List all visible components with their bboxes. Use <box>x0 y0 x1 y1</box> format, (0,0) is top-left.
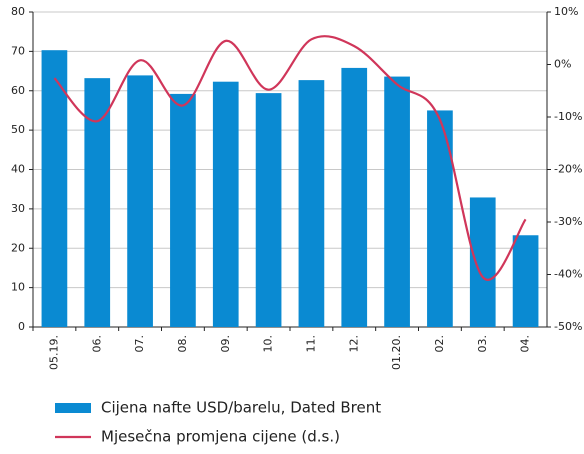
bar <box>427 110 453 327</box>
bar <box>384 76 410 327</box>
y-tick-label: 60 <box>11 84 25 97</box>
x-tick-label: 08. <box>176 335 189 353</box>
bar <box>512 235 539 327</box>
y2-tick-label: -50% <box>554 320 582 333</box>
bar <box>170 93 196 328</box>
bar <box>212 81 239 327</box>
y2-tick-label: -20% <box>554 163 582 176</box>
bar <box>469 197 496 327</box>
legend-label: Mjesečna promjena cijene (d.s.) <box>101 428 340 446</box>
x-tick-label: 09. <box>219 335 232 353</box>
bar <box>84 78 111 328</box>
y-tick-label: 70 <box>11 44 25 57</box>
bar <box>341 67 368 327</box>
bar <box>255 93 282 327</box>
y-tick-label: 50 <box>11 123 25 136</box>
line <box>53 35 527 281</box>
y2-tick-label: 10% <box>554 5 578 18</box>
legend: Cijena nafte USD/barelu, Dated Brent Mjes… <box>55 399 381 446</box>
x-tick-label: 06. <box>90 335 103 353</box>
y2-tick-label: -10% <box>554 110 582 123</box>
bar <box>127 75 153 327</box>
legend-label: Cijena nafte USD/barelu, Dated Brent <box>101 399 381 417</box>
y-tick-label: 80 <box>11 5 25 18</box>
x-tick-label: 01.20. <box>390 335 403 370</box>
y-tick-label: 40 <box>11 163 25 176</box>
x-tick-label: 11. <box>304 335 317 353</box>
x-tick-label: 05.19. <box>47 335 60 370</box>
y2-tick-label: 0% <box>554 58 571 71</box>
y-tick-label: 0 <box>18 320 25 333</box>
legend-swatch <box>55 403 91 413</box>
x-tick-label: 02. <box>433 335 446 353</box>
y-tick-label: 20 <box>11 241 25 254</box>
x-tick-label: 10. <box>262 335 275 353</box>
bar <box>41 50 68 327</box>
x-tick-label: 03. <box>476 335 489 353</box>
y-tick-label: 10 <box>11 281 25 294</box>
x-tick-label: 07. <box>133 335 146 353</box>
y-tick-label: 30 <box>11 202 25 215</box>
x-tick-label: 04. <box>519 335 532 353</box>
bar <box>298 80 325 328</box>
x-tick-label: 12. <box>347 335 360 353</box>
y2-tick-label: -30% <box>554 215 582 228</box>
y2-tick-label: -40% <box>554 268 582 281</box>
